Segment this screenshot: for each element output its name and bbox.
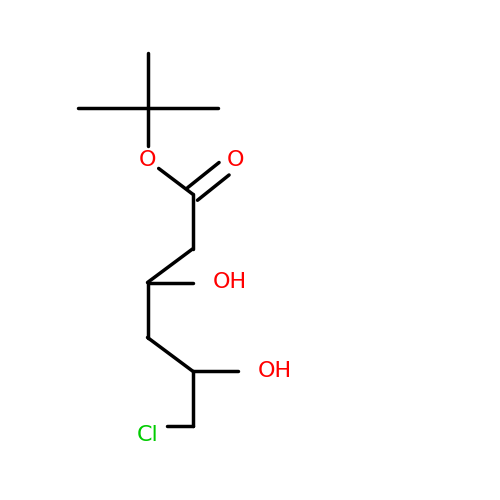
Text: O: O: [226, 150, 244, 170]
Text: Cl: Cl: [136, 425, 158, 445]
Text: OH: OH: [212, 272, 246, 292]
Text: OH: OH: [258, 361, 292, 381]
Text: O: O: [139, 150, 156, 170]
